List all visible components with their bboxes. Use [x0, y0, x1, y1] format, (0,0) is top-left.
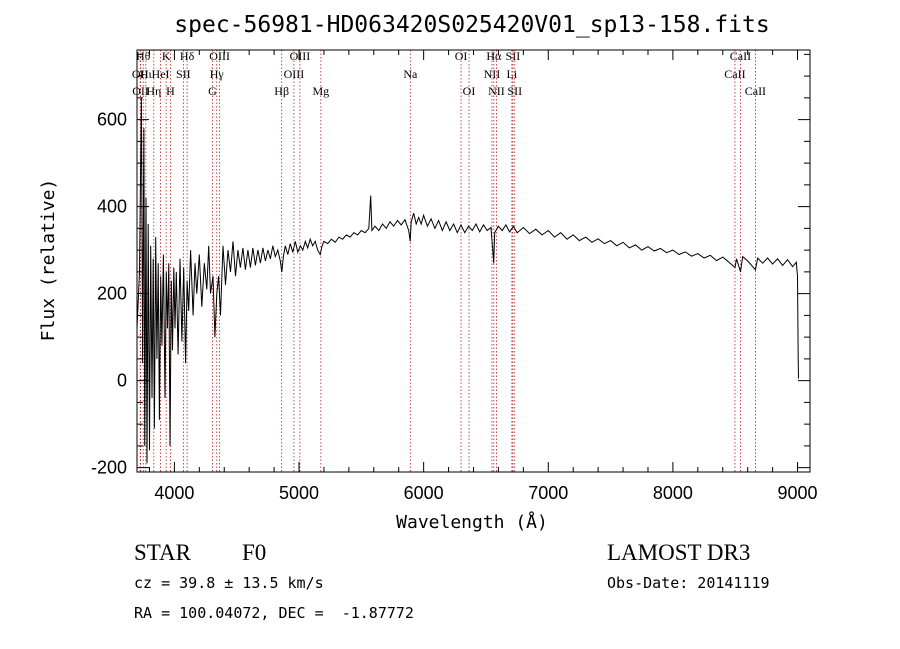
survey-name: LAMOST DR3 [607, 540, 751, 565]
line-label-3: Hι [140, 67, 153, 81]
line-label-17: Na [403, 67, 418, 81]
line-label-4: Hη [146, 84, 161, 98]
line-label-6: K [162, 49, 171, 63]
x-tick-label-2: 6000 [404, 483, 444, 503]
spectral-line-markers: OIIOIIHθHιHηHeIKHSIIHδGHγOIIIHβOIIIOIIIM… [132, 49, 766, 472]
line-label-20: NII [484, 67, 501, 81]
observation-date: Obs-Date: 20141119 [607, 574, 770, 592]
axis-ticks: 4000 5000 6000 7000 8000 9000 -200 0 200 400 600 [91, 50, 818, 503]
line-label-15: OIII [290, 49, 311, 63]
x-tick-label-0: 4000 [154, 483, 194, 503]
y-tick-label-2: 200 [97, 284, 127, 304]
line-label-21: Hα [486, 49, 502, 63]
y-axis-label: Flux (relative) [38, 179, 59, 342]
line-label-7: H [166, 84, 175, 98]
x-tick-label-1: 5000 [279, 483, 319, 503]
y-tick-label-4: 600 [97, 110, 127, 130]
line-label-24: SII [506, 49, 521, 63]
chart-title: spec-56981-HD063420S025420V01_sp13-158.f… [174, 12, 769, 38]
object-class: STAR [134, 540, 191, 565]
line-label-18: OI [455, 49, 468, 63]
line-label-26: CaII [724, 67, 745, 81]
line-label-23: Li [507, 67, 518, 81]
x-tick-label-3: 7000 [528, 483, 568, 503]
y-tick-label-3: 400 [97, 197, 127, 217]
flux-series-line [136, 97, 799, 464]
line-label-25: SII [507, 84, 522, 98]
line-label-14: OIII [284, 67, 305, 81]
line-label-12: OIII [209, 49, 230, 63]
x-tick-label-5: 9000 [778, 483, 818, 503]
coordinates-readout: RA = 100.04072, DEC = -1.87772 [134, 604, 414, 622]
line-label-10: G [208, 84, 217, 98]
object-subclass: F0 [242, 540, 267, 565]
x-tick-label-4: 8000 [653, 483, 693, 503]
line-label-22: NII [488, 84, 505, 98]
line-label-5: HeI [152, 67, 170, 81]
plot-frame [136, 49, 811, 473]
line-label-27: CaII [730, 49, 751, 63]
redshift-readout: cz = 39.8 ± 13.5 km/s [134, 574, 324, 592]
line-label-9: Hδ [180, 49, 195, 63]
line-label-16: Mg [312, 84, 329, 98]
line-label-8: SII [176, 67, 191, 81]
y-tick-label-1: 0 [117, 371, 127, 391]
x-axis-label: Wavelength (Å) [396, 511, 548, 533]
line-label-11: Hγ [210, 67, 225, 81]
line-label-2: Hθ [136, 49, 151, 63]
y-tick-label-0: -200 [91, 458, 127, 478]
line-label-13: Hβ [274, 84, 289, 98]
line-label-19: OI [463, 84, 476, 98]
line-label-28: CaII [745, 84, 766, 98]
line-label-0: OII [132, 67, 149, 81]
line-label-1: OII [132, 84, 149, 98]
